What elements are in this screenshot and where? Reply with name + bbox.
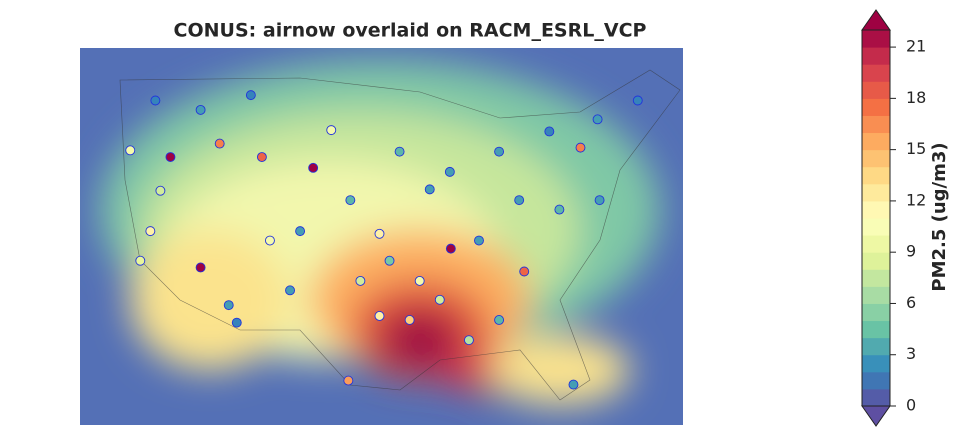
colorbar: 0 3 6 9 12 15 18 21 [861, 9, 926, 427]
colorbar-band [862, 98, 890, 116]
site-point [394, 146, 405, 157]
site-point [414, 275, 425, 286]
site-point [345, 195, 356, 206]
colorbar-band [862, 337, 890, 356]
colorbar-band [862, 252, 890, 270]
site-point [195, 262, 206, 273]
colorbar-band [862, 388, 890, 407]
colorbar-extend-top [861, 9, 891, 31]
site-point [575, 142, 586, 153]
site-point [404, 315, 415, 325]
site-point [223, 300, 234, 311]
site-point [519, 266, 530, 277]
site-point [594, 195, 605, 206]
site-point [514, 195, 525, 206]
site-point [374, 228, 385, 239]
colorbar-tick-label: 0 [906, 396, 916, 415]
site-point [264, 235, 275, 246]
site-point [444, 166, 455, 177]
site-point [494, 315, 505, 325]
site-point [355, 275, 366, 286]
colorbar-tick-label: 15 [906, 139, 926, 158]
colorbar-band [862, 81, 890, 99]
colorbar-band [862, 183, 890, 202]
site-point [214, 138, 225, 149]
colorbar-band [862, 235, 890, 253]
colorbar-band [862, 200, 890, 219]
site-point [494, 146, 505, 157]
site-point [155, 185, 166, 196]
colorbar-band [862, 132, 890, 151]
site-point [554, 204, 565, 215]
colorbar-band [862, 286, 890, 304]
colorbar-tick-label: 18 [906, 88, 926, 107]
colorbar-tick-label: 9 [906, 242, 916, 261]
site-point [632, 95, 643, 106]
site-point [308, 162, 319, 173]
site-point [245, 90, 256, 101]
site-point [424, 184, 435, 195]
site-point [384, 255, 395, 266]
site-point [195, 104, 206, 115]
colorbar-tick-label: 12 [906, 190, 926, 209]
colorbar-band [862, 149, 890, 168]
colorbar-extend-bottom [861, 405, 891, 427]
colorbar-band [862, 218, 890, 236]
colorbar-band [862, 320, 890, 339]
site-point [150, 95, 161, 106]
site-point [285, 285, 295, 296]
site-point [434, 294, 445, 305]
colorbar-tick-label: 6 [906, 293, 916, 312]
site-points [125, 90, 643, 390]
site-point [145, 226, 156, 237]
colorbar-band [862, 166, 890, 185]
colorbar-band [862, 30, 890, 48]
site-point [231, 317, 242, 328]
colorbar-band [862, 64, 890, 82]
site-point [295, 226, 306, 237]
site-point [544, 126, 555, 137]
colorbar-band [862, 371, 890, 390]
site-point [463, 335, 474, 346]
chart-title: CONUS: airnow overlaid on RACM_ESRL_VCP [174, 20, 647, 42]
colorbar-band [862, 354, 890, 373]
site-point [125, 145, 136, 156]
model-field [80, 48, 683, 425]
site-point [445, 243, 456, 254]
colorbar-band [862, 115, 890, 134]
site-point [135, 255, 146, 266]
site-point [474, 235, 484, 246]
site-point [374, 310, 385, 321]
site-point [256, 152, 267, 163]
site-point [592, 114, 603, 125]
colorbar-label: PM2.5 (ug/m3) [929, 142, 950, 291]
site-point [165, 152, 176, 163]
colorbar-band [862, 269, 890, 287]
site-point [326, 125, 337, 136]
site-point [343, 375, 354, 386]
colorbar-tick-label: 3 [906, 344, 916, 363]
site-point [568, 379, 579, 390]
colorbar-band [862, 47, 890, 65]
colorbar-band [862, 303, 890, 322]
colorbar-frame [861, 29, 891, 407]
colorbar-tick-label: 21 [906, 37, 926, 56]
